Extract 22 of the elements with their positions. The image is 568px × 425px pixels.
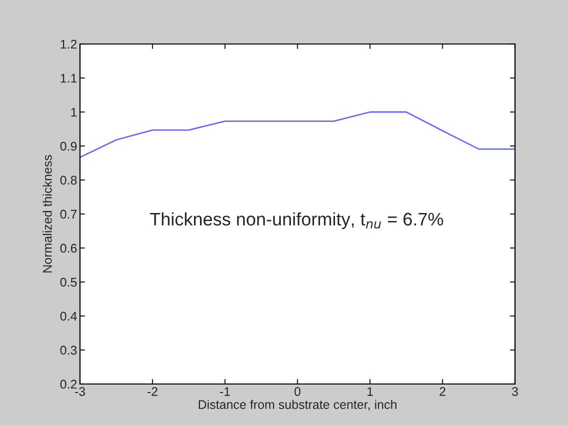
y-axis-title: Normalized thickness	[42, 155, 52, 272]
y-tick-label: 1.1	[60, 74, 77, 83]
x-tick-label: -3	[75, 387, 86, 396]
x-tick-label: 0	[294, 387, 300, 396]
x-tick-label: 1	[367, 387, 373, 396]
annotation: Thickness non-uniformity, t$_{nu}$ = 6.7%	[150, 212, 444, 230]
y-tick-label: 0.5	[60, 278, 77, 287]
y-tick-label: 1	[71, 108, 77, 117]
y-tick-label: 0.6	[60, 244, 77, 253]
y-tick-label: 0.8	[60, 176, 77, 185]
line-series	[80, 111, 515, 158]
y-tick-label: 0.3	[60, 346, 77, 355]
y-tick-label: 0.9	[60, 142, 77, 151]
x-tick-label: -2	[148, 387, 158, 396]
y-tick-label: 0.4	[60, 312, 77, 321]
y-tick-label: 0.7	[60, 210, 77, 219]
x-tick-label: 2	[440, 387, 446, 396]
x-tick-label: 3	[512, 387, 518, 396]
x-tick-label: -1	[220, 387, 230, 396]
y-tick-label: 1.2	[60, 40, 77, 49]
y-tick-label: 0.2	[60, 380, 77, 389]
x-axis-title: Distance from substrate center, inch	[198, 400, 396, 410]
